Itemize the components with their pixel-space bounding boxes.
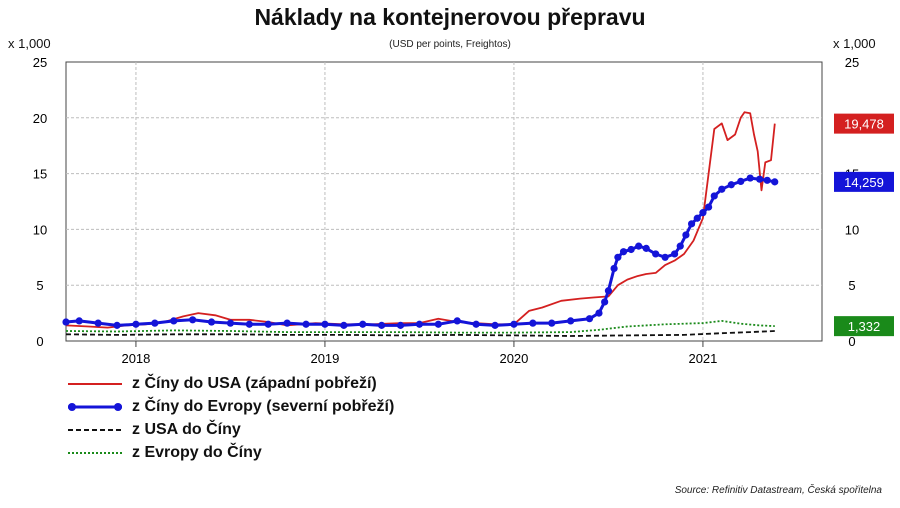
series-marker xyxy=(396,321,405,329)
series-marker xyxy=(693,214,701,222)
series-marker xyxy=(189,316,197,324)
y-tick-label-left: 20 xyxy=(33,111,47,126)
y-tick-label-left: 10 xyxy=(33,222,47,237)
series-marker xyxy=(614,253,622,261)
legend-swatch-green-dotted xyxy=(68,451,122,454)
series-marker xyxy=(62,318,70,326)
y-tick-label-right: 10 xyxy=(845,222,859,237)
end-value-box xyxy=(834,171,894,192)
series-marker xyxy=(619,248,628,256)
legend-label: z Číny do Evropy (severní pobřeží) xyxy=(132,397,395,415)
series-marker xyxy=(627,245,635,254)
series-marker xyxy=(170,317,178,325)
chart-title: Náklady na kontejnerovou přepravu xyxy=(254,4,646,30)
x-tick-label: 2019 xyxy=(310,351,339,366)
legend-item-europe-china: z Evropy do Číny xyxy=(66,441,394,464)
y-tick-label-left: 15 xyxy=(33,167,47,182)
series-marker xyxy=(687,220,696,228)
series-marker xyxy=(529,319,537,327)
source-note: Source: Refinitiv Datastream, Česká spoř… xyxy=(674,485,882,496)
y-tick-label-left: 25 xyxy=(33,55,47,70)
series-marker xyxy=(652,250,660,258)
series-marker xyxy=(710,192,718,200)
legend-swatch-black-dashed xyxy=(68,428,122,431)
series-marker xyxy=(642,244,650,252)
series-marker xyxy=(737,177,745,186)
series-marker xyxy=(415,320,424,328)
series-marker xyxy=(340,321,348,329)
series-marker xyxy=(601,298,609,306)
series-marker xyxy=(151,319,159,327)
series-marker xyxy=(585,315,594,323)
series-line-1 xyxy=(65,176,776,327)
series-marker xyxy=(510,320,518,328)
y-tick-label-right: 5 xyxy=(848,278,855,293)
legend-label: z USA do Číny xyxy=(132,420,241,438)
series-marker xyxy=(771,178,779,186)
chart-subtitle: (USD per points, Freightos) xyxy=(389,39,511,50)
y-tick-label-right: 0 xyxy=(848,334,855,349)
series-marker xyxy=(727,181,735,189)
series-marker xyxy=(264,320,272,328)
series-line-2 xyxy=(65,330,775,337)
series-marker xyxy=(705,203,713,211)
legend-swatch-red-solid xyxy=(68,382,122,385)
series-marker xyxy=(113,321,121,329)
end-value-label: 14,259 xyxy=(844,175,884,190)
legend-item-china-usa: z Číny do USA (západní pobřeží) xyxy=(66,372,394,395)
end-value-box xyxy=(834,113,894,134)
series-marker xyxy=(699,209,707,217)
series-line-0 xyxy=(65,111,776,329)
legend-label: z Evropy do Číny xyxy=(132,443,262,461)
series-marker xyxy=(378,321,386,329)
series-marker xyxy=(359,320,367,328)
chart-legend: z Číny do USA (západní pobřeží) z Číny d… xyxy=(66,372,394,464)
end-value-box xyxy=(834,316,894,337)
series-marker xyxy=(453,317,461,325)
legend-swatch-blue-markers xyxy=(68,402,122,411)
series-line-3 xyxy=(65,320,775,334)
series-marker xyxy=(676,242,684,250)
legend-item-usa-china: z USA do Číny xyxy=(66,418,394,441)
legend-item-china-europe: z Číny do Evropy (severní pobřeží) xyxy=(66,395,394,418)
series-marker xyxy=(207,318,216,326)
y-tick-label-left: 5 xyxy=(36,278,43,293)
series-marker xyxy=(604,287,613,295)
series-marker xyxy=(491,321,499,329)
series-marker xyxy=(94,319,102,327)
series-marker xyxy=(595,309,603,317)
series-marker xyxy=(635,242,643,250)
plot-area xyxy=(65,61,823,342)
series-marker xyxy=(434,320,442,328)
series-marker xyxy=(321,320,329,328)
series-marker xyxy=(718,185,726,193)
series-marker xyxy=(283,319,291,327)
y-tick-label-left: 0 xyxy=(36,334,43,349)
left-axis-unit: x 1,000 xyxy=(8,36,51,51)
end-value-label: 19,478 xyxy=(844,117,884,132)
x-tick-label: 2021 xyxy=(688,351,717,366)
series-marker xyxy=(226,319,235,327)
series-marker xyxy=(763,176,771,184)
series-marker xyxy=(245,320,253,328)
series-marker xyxy=(610,264,618,273)
legend-label: z Číny do USA (západní pobřeží) xyxy=(132,374,377,392)
series-marker xyxy=(682,231,690,239)
series-marker xyxy=(661,253,669,261)
series-marker xyxy=(567,317,575,325)
series-marker xyxy=(548,319,556,327)
series-marker xyxy=(132,320,140,328)
series-marker xyxy=(670,250,679,258)
series-marker xyxy=(302,320,310,328)
series-marker xyxy=(756,175,764,183)
series-marker xyxy=(746,174,754,182)
right-axis-unit: x 1,000 xyxy=(833,36,876,51)
series-marker xyxy=(75,317,83,325)
x-tick-label: 2018 xyxy=(121,351,150,366)
y-tick-label-right: 25 xyxy=(845,55,859,70)
series-marker xyxy=(472,320,480,328)
x-tick-label: 2020 xyxy=(499,351,528,366)
end-value-label: 1,332 xyxy=(848,319,881,334)
